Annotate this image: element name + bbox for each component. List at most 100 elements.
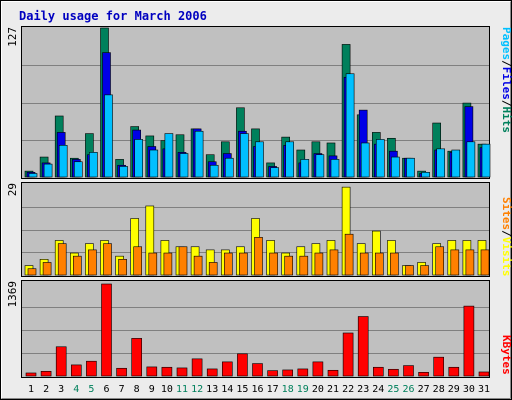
bar-kbytes-day-25 — [388, 368, 399, 377]
bar-kbytes-day-21 — [327, 369, 339, 377]
bar-pages-day-8 — [134, 139, 143, 178]
bar-sites-day-17 — [269, 252, 278, 276]
bar-kbytes-day-10 — [161, 366, 173, 377]
x-tick-label-1: 1 — [28, 384, 34, 395]
bar-sites-day-26 — [405, 265, 414, 276]
x-tick-label-26: 26 — [402, 384, 414, 395]
bar-pages-day-20 — [315, 154, 325, 178]
bar-pages-day-22 — [345, 73, 355, 178]
bar-kbytes-day-4 — [71, 364, 82, 377]
bar-sites-day-7 — [118, 259, 127, 276]
bar-sites-day-25 — [390, 252, 399, 276]
chart-title: Daily usage for March 2006 — [19, 9, 207, 23]
bar-sites-day-3 — [57, 243, 67, 276]
bar-pages-day-17 — [270, 167, 279, 178]
bar-pages-day-13 — [209, 164, 219, 178]
bar-pages-day-12 — [194, 130, 204, 178]
bar-pages-day-21 — [330, 159, 340, 178]
bar-pages-day-7 — [119, 166, 128, 178]
middle-ymax-label: 29 — [6, 183, 19, 196]
x-tick-label-14: 14 — [221, 384, 233, 395]
x-tick-label-19: 19 — [297, 384, 309, 395]
bar-pages-day-23 — [360, 142, 370, 178]
bar-sites-day-2 — [42, 262, 52, 276]
bar-kbytes-day-30 — [463, 305, 475, 377]
bar-pages-day-24 — [375, 139, 385, 178]
bar-pages-day-4 — [74, 161, 83, 178]
bar-pages-day-6 — [104, 94, 113, 178]
legend-visits: Visits — [500, 237, 512, 277]
bar-kbytes-day-5 — [86, 360, 97, 377]
bar-kbytes-day-23 — [357, 316, 369, 377]
x-tick-label-21: 21 — [327, 384, 339, 395]
x-tick-label-16: 16 — [251, 384, 263, 395]
bar-sites-day-10 — [163, 252, 173, 276]
bar-pages-day-2 — [43, 163, 53, 178]
bar-pages-day-5 — [89, 152, 98, 178]
bar-kbytes-day-27 — [418, 372, 429, 377]
bar-sites-day-30 — [465, 249, 475, 276]
bar-pages-day-1 — [28, 173, 38, 178]
bar-pages-day-29 — [451, 149, 461, 178]
bar-sites-day-28 — [435, 246, 445, 276]
bar-pages-day-14 — [225, 157, 234, 178]
bar-kbytes-day-19 — [297, 368, 309, 377]
bar-pages-day-26 — [406, 157, 415, 178]
bar-sites-day-13 — [208, 262, 218, 276]
top-ymax-label: 127 — [6, 27, 19, 47]
bar-pages-day-28 — [436, 148, 446, 178]
x-tick-label-13: 13 — [206, 384, 218, 395]
bar-kbytes-day-7 — [116, 367, 127, 377]
bar-kbytes-day-12 — [191, 358, 203, 377]
bar-sites-day-21 — [329, 249, 339, 276]
bar-sites-day-8 — [133, 246, 142, 276]
bar-kbytes-day-3 — [55, 346, 67, 377]
bar-sites-day-29 — [450, 249, 460, 276]
bar-sites-day-16 — [254, 237, 263, 276]
bar-sites-day-1 — [27, 268, 37, 276]
x-tick-label-2: 2 — [43, 384, 49, 395]
x-tick-label-15: 15 — [236, 384, 248, 395]
bar-sites-day-9 — [148, 252, 158, 276]
bar-sites-day-5 — [88, 249, 97, 276]
x-tick-label-31: 31 — [478, 384, 490, 395]
bar-kbytes-day-13 — [206, 368, 218, 377]
bar-sites-day-31 — [480, 249, 490, 276]
bar-pages-day-30 — [466, 141, 476, 178]
legend-files: Files — [500, 67, 512, 100]
bar-kbytes-day-14 — [222, 361, 233, 377]
bar-kbytes-day-1 — [25, 372, 37, 377]
legend-hits: Hits — [500, 107, 512, 134]
legend-pages: Pages — [500, 27, 512, 60]
bar-kbytes-day-26 — [403, 365, 414, 377]
bar-sites-day-4 — [73, 255, 82, 276]
bar-kbytes-day-17 — [267, 370, 278, 377]
bar-kbytes-day-9 — [146, 366, 158, 377]
bar-sites-day-6 — [103, 243, 112, 276]
bar-layer — [24, 27, 491, 377]
bar-sites-day-11 — [178, 246, 188, 276]
bar-kbytes-day-18 — [282, 369, 294, 377]
x-tick-label-22: 22 — [342, 384, 354, 395]
bar-pages-day-25 — [391, 156, 400, 178]
bar-kbytes-day-6 — [101, 283, 112, 377]
x-tick-label-3: 3 — [58, 384, 64, 395]
bar-pages-day-31 — [481, 143, 491, 178]
x-tick-label-24: 24 — [372, 384, 384, 395]
legend-sites: Sites — [500, 197, 512, 230]
legend-sep-3: / — [500, 230, 512, 237]
bar-kbytes-day-20 — [312, 361, 324, 377]
bar-sites-day-19 — [299, 255, 309, 276]
bar-kbytes-day-24 — [372, 366, 384, 377]
bar-sites-day-18 — [284, 255, 294, 276]
bar-kbytes-day-16 — [252, 363, 263, 377]
bar-pages-day-16 — [255, 141, 264, 178]
bottom-ymax-label: 1369 — [6, 281, 19, 308]
legend-sep-2: / — [500, 100, 512, 107]
x-tick-label-20: 20 — [312, 384, 324, 395]
x-tick-label-18: 18 — [282, 384, 294, 395]
bar-sites-day-12 — [193, 255, 203, 276]
bar-sites-day-24 — [374, 252, 384, 276]
panel-bottom-bg — [21, 280, 490, 378]
